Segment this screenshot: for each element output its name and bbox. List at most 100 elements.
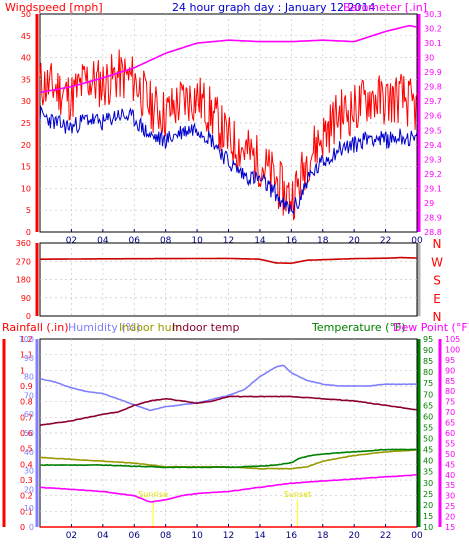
axis-tick-label: 0.3 bbox=[20, 476, 33, 485]
axis-tick-label: 10 bbox=[423, 523, 433, 532]
axis-tick-label: 100 bbox=[19, 335, 34, 344]
axis-tick-label: 28.9 bbox=[424, 213, 442, 222]
series-line bbox=[39, 24, 418, 94]
time-tick-label: 04 bbox=[97, 236, 109, 246]
time-tick-label: 14 bbox=[254, 531, 266, 541]
axis-tick-label: 1.2 bbox=[20, 335, 33, 344]
legend-rainfall: Rainfall (.in) bbox=[2, 321, 69, 334]
time-tick-label: 16 bbox=[286, 531, 298, 541]
axis-tick-label: 70 bbox=[445, 408, 455, 417]
legend-temperature: Temperature (°F) bbox=[311, 321, 406, 334]
temperature-time-ticks: 02 04 06 08 10 12 14 16 18 20 22 00 bbox=[66, 524, 423, 541]
wind-time-ticks: 02 04 06 08 10 12 14 16 18 20 22 00 bbox=[66, 229, 423, 246]
axis-tick-label: 10 bbox=[24, 504, 34, 513]
axis-tick-label: 0.5 bbox=[20, 445, 33, 454]
sun-event-label: Sunrise bbox=[138, 490, 168, 499]
axis-tick-label: 180 bbox=[16, 276, 31, 285]
axis-tick-label: 70 bbox=[24, 391, 34, 400]
time-tick-label: 10 bbox=[191, 236, 203, 246]
axis-tick-label: 25 bbox=[423, 490, 433, 499]
axis-tick-label: 30.1 bbox=[424, 39, 442, 48]
axis-tick-label: 29.3 bbox=[424, 155, 442, 164]
time-tick-label: 22 bbox=[380, 236, 391, 246]
axis-tick-label: 45 bbox=[21, 32, 31, 41]
axis-tick-label: 50 bbox=[24, 429, 34, 438]
windspeed-axis-ticks: 0 5 10 15 20 25 30 35 40 45 50 bbox=[21, 10, 39, 237]
axis-tick-label: 65 bbox=[445, 419, 455, 428]
axis-tick-label: 5 bbox=[26, 206, 31, 215]
series-line bbox=[39, 49, 418, 221]
axis-tick-label: 100 bbox=[445, 345, 460, 354]
legend-humidity: Humidity (%) bbox=[68, 321, 140, 334]
time-tick-label: 18 bbox=[317, 236, 329, 246]
axis-tick-label: 15 bbox=[423, 512, 433, 521]
axis-tick-label: 1.1 bbox=[20, 351, 33, 360]
axis-tick-label: 90 bbox=[24, 354, 34, 363]
axis-tick-label: 20 bbox=[24, 485, 34, 494]
time-tick-label: 14 bbox=[254, 236, 266, 246]
axis-tick-label: 35 bbox=[423, 468, 433, 477]
axis-tick-label: 30 bbox=[21, 97, 31, 106]
time-tick-label: 04 bbox=[97, 531, 109, 541]
axis-tick-label: 28.8 bbox=[424, 228, 442, 237]
axis-tick-label: 65 bbox=[423, 401, 433, 410]
wind-series bbox=[39, 24, 418, 221]
time-tick-label: 00 bbox=[411, 531, 423, 541]
axis-tick-label: 0 bbox=[26, 312, 31, 321]
axis-tick-label: 60 bbox=[445, 429, 455, 438]
series-line bbox=[40, 448, 418, 469]
axis-tick-label: 15 bbox=[21, 163, 31, 172]
direction-series bbox=[40, 256, 417, 265]
axis-tick-label: 80 bbox=[24, 373, 34, 382]
axis-tick-label: 40 bbox=[445, 471, 455, 480]
direction-grid bbox=[40, 243, 417, 316]
axis-tick-label: 29.9 bbox=[424, 68, 442, 77]
axis-tick-label: 29.5 bbox=[424, 126, 442, 135]
time-tick-label: 20 bbox=[348, 236, 360, 246]
chart-title: 24 hour graph day : January 12 2014 bbox=[172, 1, 376, 14]
temperature-humidity-panel: Sunrise Sunset 00.10.20.30.40.50.60.70.80… bbox=[2, 321, 469, 541]
axis-tick-label: 50 bbox=[423, 435, 433, 444]
time-tick-label: 20 bbox=[348, 531, 360, 541]
axis-tick-label: 90 bbox=[21, 294, 31, 303]
axis-tick-label: 29.1 bbox=[424, 184, 442, 193]
axis-tick-label: 270 bbox=[16, 257, 31, 266]
axis-tick-label: 50 bbox=[445, 450, 455, 459]
wind-grid bbox=[40, 14, 417, 232]
axis-tick-label: 90 bbox=[423, 346, 433, 355]
time-tick-label: 02 bbox=[66, 531, 77, 541]
axis-tick-label: 30.3 bbox=[424, 10, 442, 19]
axis-tick-label: 40 bbox=[21, 54, 31, 63]
rainfall-axis-ticks: 0 0.1 0.2 0.3 0.4 0.5 0.6 0.7 0.8 0.9 1 1.1 1.2 bbox=[2, 335, 33, 532]
axis-tick-label: 0.2 bbox=[20, 492, 33, 501]
time-tick-label: 00 bbox=[411, 236, 423, 246]
axis-tick-label: 50 bbox=[21, 10, 31, 19]
axis-tick-label: 30 bbox=[445, 492, 455, 501]
axis-tick-label: 30 bbox=[424, 54, 434, 63]
series-line bbox=[39, 395, 418, 427]
temperature-axis-ticks: 10 15 20 25 30 35 40 45 50 55 60 65 70 75 80 85 90 95 bbox=[417, 335, 433, 532]
time-tick-label: 08 bbox=[160, 236, 172, 246]
sun-event-label: Sunset bbox=[284, 490, 311, 499]
axis-tick-label: 35 bbox=[21, 75, 31, 84]
windspeed-axis-label: Windspeed [mph] bbox=[5, 1, 103, 14]
axis-tick-label: 29.7 bbox=[424, 97, 442, 106]
time-tick-label: 18 bbox=[317, 531, 329, 541]
axis-tick-label: 30.2 bbox=[424, 25, 442, 34]
axis-tick-label: 0.4 bbox=[20, 460, 33, 469]
axis-tick-label: 85 bbox=[423, 357, 433, 366]
axis-tick-label: 0 bbox=[26, 228, 31, 237]
axis-tick-label: 70 bbox=[423, 390, 433, 399]
axis-tick-label: 60 bbox=[24, 410, 34, 419]
time-tick-label: 10 bbox=[191, 531, 203, 541]
axis-tick-label: 30 bbox=[24, 467, 34, 476]
axis-tick-label: 0.7 bbox=[20, 413, 33, 422]
axis-tick-label: 29.2 bbox=[424, 170, 442, 179]
time-tick-label: 08 bbox=[160, 531, 172, 541]
time-tick-label: 06 bbox=[129, 236, 141, 246]
axis-tick-label: 360 bbox=[16, 239, 31, 248]
axis-tick-label: 1 bbox=[20, 366, 25, 375]
axis-tick-label: 29.6 bbox=[424, 112, 442, 121]
